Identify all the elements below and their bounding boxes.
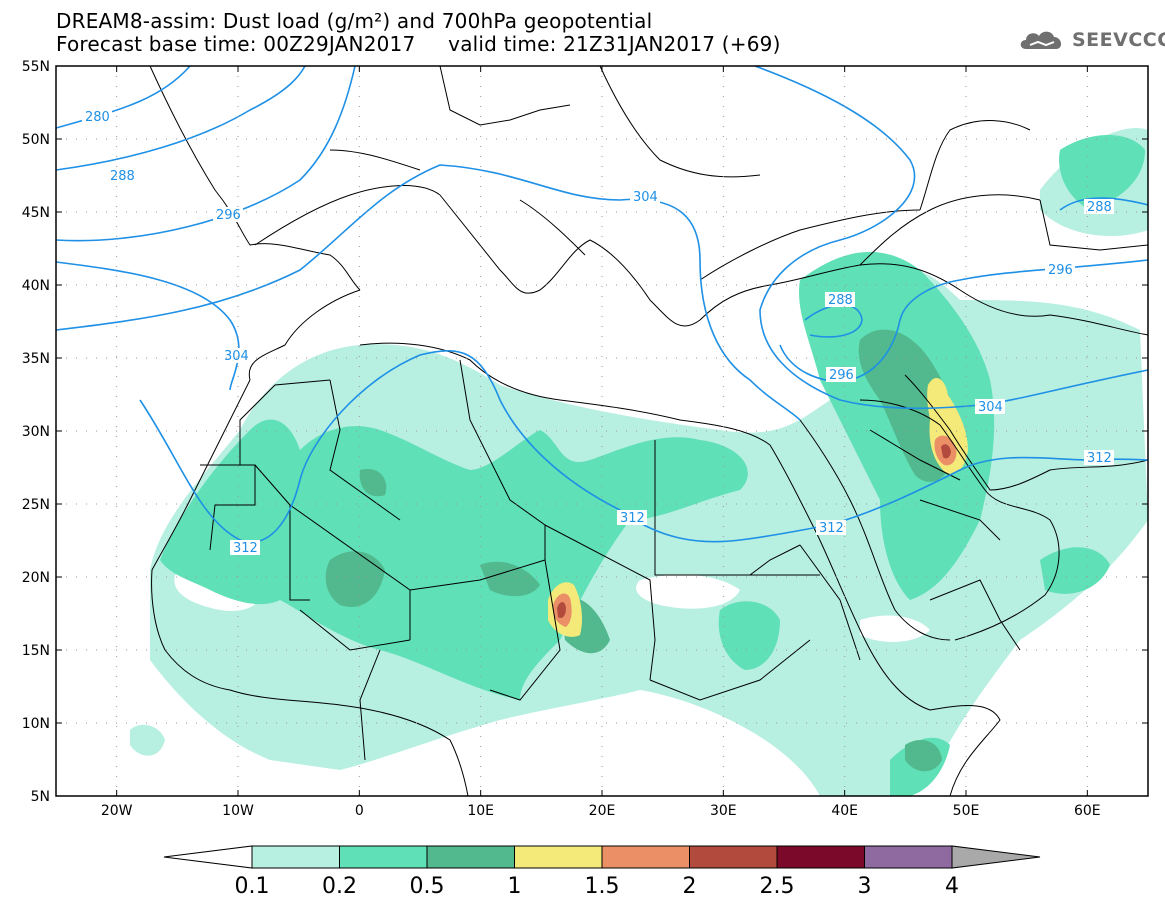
colorbar-label: 0.5 [410, 874, 445, 899]
seevccc-logo: SEEVCCC [1018, 27, 1165, 53]
lon-label: 20W [101, 803, 133, 819]
colorbar-box [514, 845, 603, 869]
lon-label: 40E [831, 803, 858, 819]
lon-label: 10E [467, 803, 494, 819]
coastlines-borders [149, 65, 1149, 797]
colorbar-box [601, 845, 690, 869]
longitude-axis: 20W 10W 0 10E 20E 30E 40E 50E 60E [101, 66, 1101, 819]
lon-label: 10W [222, 803, 254, 819]
colorbar-box [251, 845, 340, 869]
lat-label: 20N [22, 570, 50, 586]
contour-label: 296 [1048, 263, 1073, 278]
lat-label: 30N [22, 424, 50, 440]
contour-label: 296 [829, 368, 854, 383]
colorbar-box [776, 845, 865, 869]
logo-text: SEEVCCC [1072, 29, 1165, 51]
map-subtitle: Forecast base time: 00Z29JAN2017 valid t… [56, 32, 781, 56]
map-title: DREAM8-assim: Dust load (g/m²) and 700hP… [56, 9, 653, 33]
lon-label: 20E [589, 803, 616, 819]
lat-label: 35N [22, 351, 50, 367]
contour-label: 288 [1087, 200, 1112, 215]
colorbar-label: 1.5 [585, 874, 620, 899]
contour-labels: 280 288 296 304 312 304 312 312 304 296 … [82, 109, 1114, 556]
colorbar-label: 2 [683, 874, 697, 899]
cloud-logo-icon [1020, 31, 1062, 49]
lat-label: 40N [22, 278, 50, 294]
colorbar-label: 0.2 [322, 874, 357, 899]
graticule [56, 66, 1148, 796]
colorbar-label: 2.5 [760, 874, 795, 899]
colorbar-min-triangle [163, 845, 253, 869]
lat-label: 50N [22, 132, 50, 148]
colorbar-box [864, 845, 953, 869]
contour-label: 312 [1087, 451, 1112, 466]
colorbar-label: 1 [508, 874, 522, 899]
contour-label: 304 [224, 349, 249, 364]
lon-label: 0 [355, 803, 364, 819]
colorbar-label: 3 [858, 874, 872, 899]
lat-label: 15N [22, 643, 50, 659]
colorbar-label: 4 [945, 874, 959, 899]
lat-label: 10N [22, 716, 50, 732]
colorbar-box [426, 845, 515, 869]
contour-label: 312 [620, 511, 645, 526]
colorbar-label: 0.1 [235, 874, 270, 899]
colorbar-max-triangle [951, 845, 1041, 869]
contour-label: 312 [819, 521, 844, 536]
contour-label: 288 [110, 169, 135, 184]
lat-label: 45N [22, 205, 50, 221]
contour-label: 288 [828, 293, 853, 308]
lat-label: 5N [31, 789, 50, 805]
contour-label: 312 [233, 541, 258, 556]
lon-label: 50E [953, 803, 980, 819]
colorbar-box [339, 845, 428, 869]
contour-label: 304 [978, 400, 1003, 415]
latitude-axis: 55N 50N 45N 40N 35N 30N 25N 20N 15N 10N 5N [22, 59, 1148, 805]
contour-label: 280 [85, 110, 110, 125]
colorbar: 0.1 0.2 0.5 1 1.5 2 2.5 3 4 [163, 845, 1041, 899]
lon-label: 60E [1074, 803, 1101, 819]
colorbar-box [689, 845, 778, 869]
contour-label: 304 [633, 190, 658, 205]
lat-label: 25N [22, 497, 50, 513]
lon-label: 30E [710, 803, 737, 819]
lat-label: 55N [22, 59, 50, 75]
dust-fill-layer [130, 128, 1148, 796]
contour-label: 296 [216, 208, 241, 223]
